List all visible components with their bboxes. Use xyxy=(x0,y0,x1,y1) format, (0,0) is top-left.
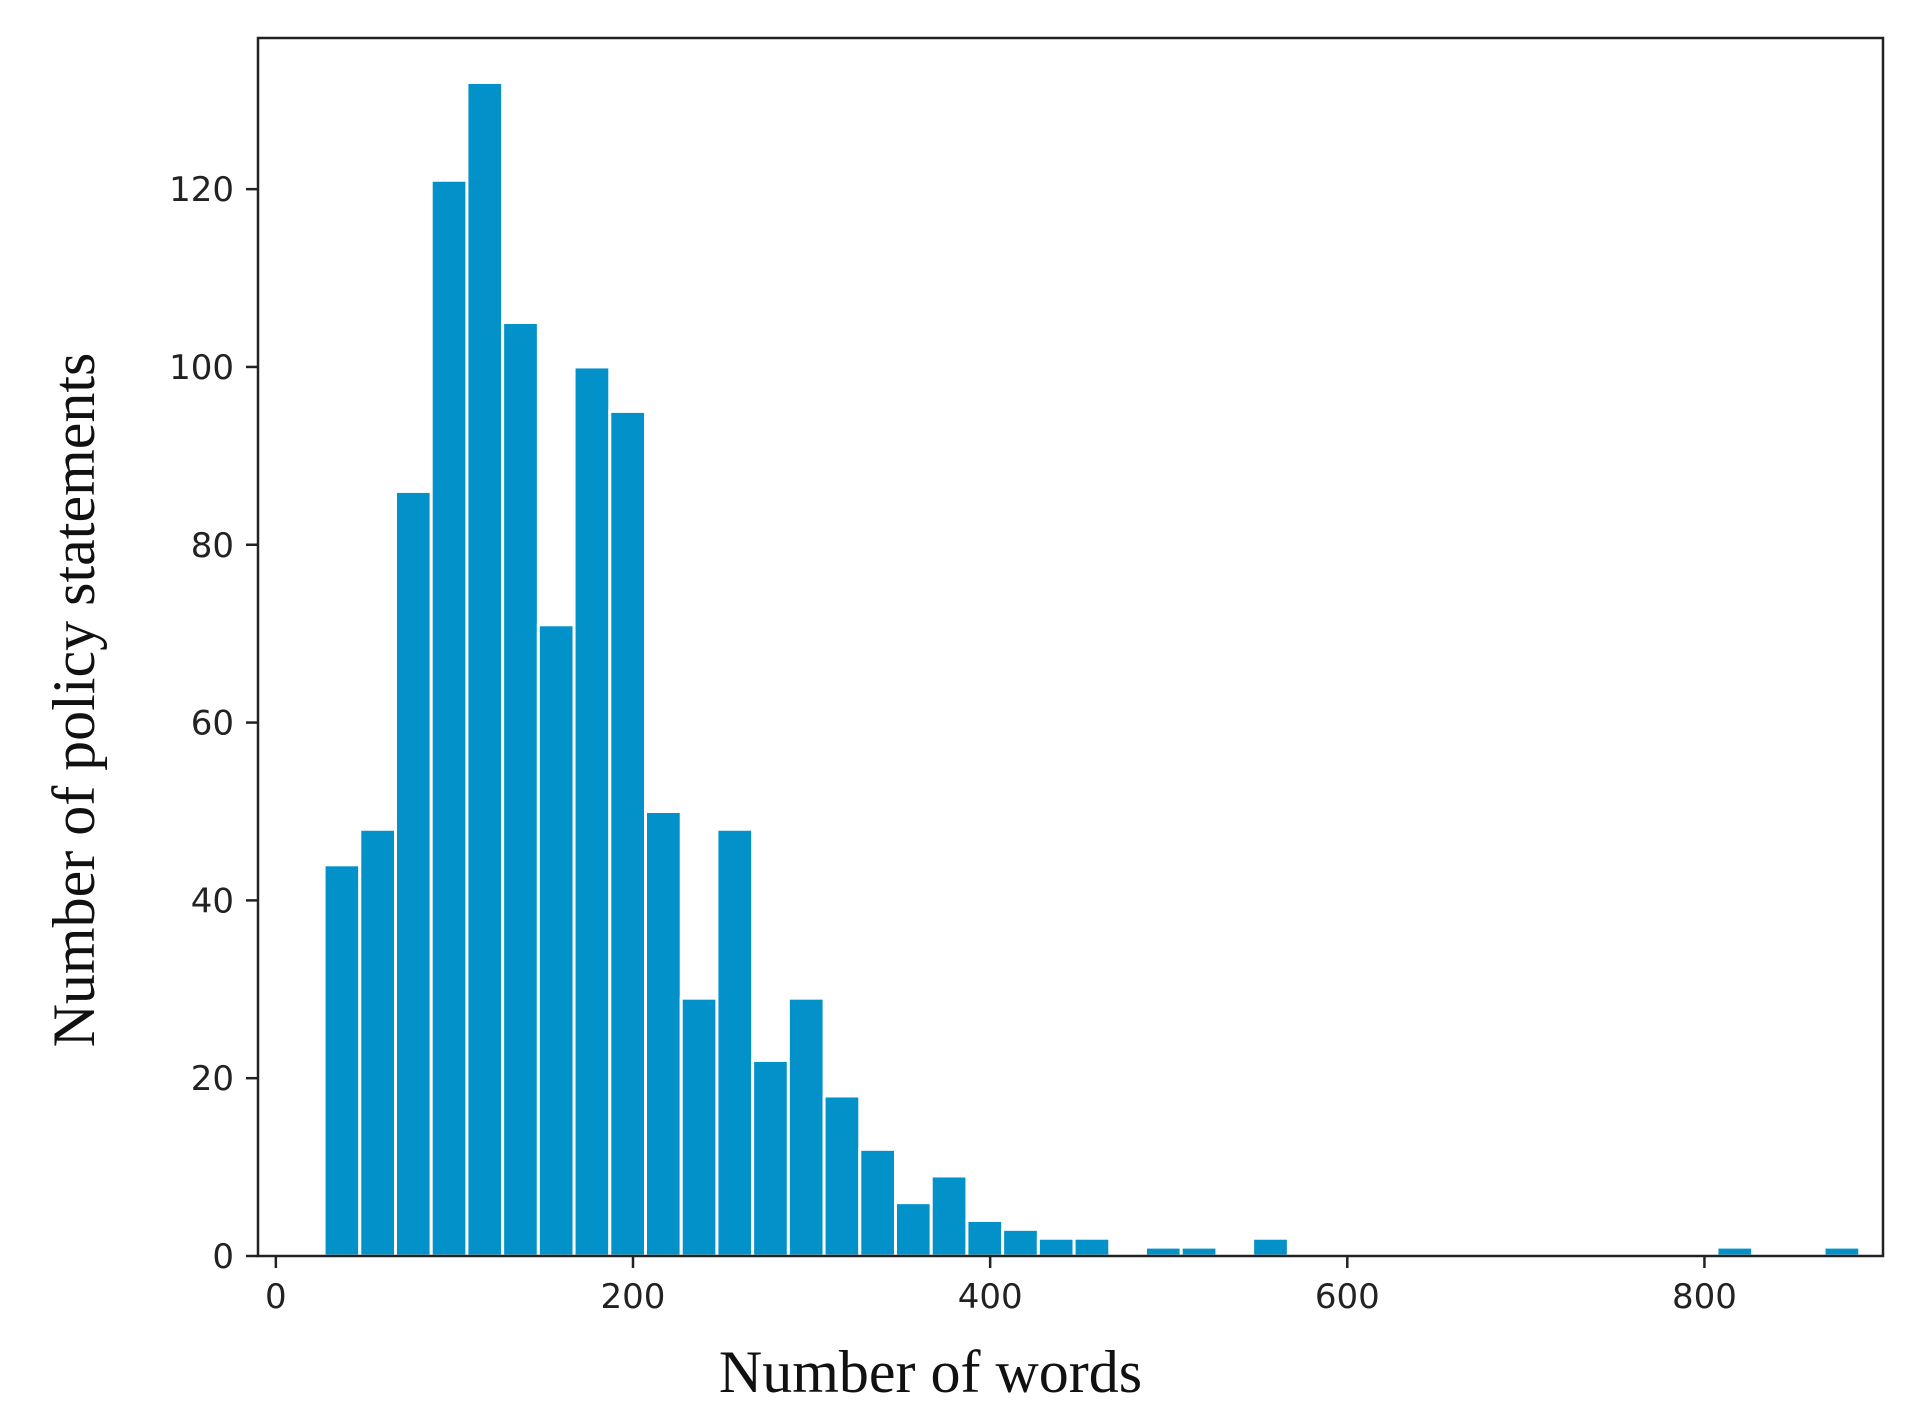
histogram-bar-67 xyxy=(394,489,433,1258)
histogram-bar-347 xyxy=(894,1201,933,1258)
histogram-bar-267 xyxy=(751,1058,790,1258)
x-tick-label: 800 xyxy=(1672,1277,1737,1317)
histogram-bar-447 xyxy=(1072,1236,1112,1258)
histogram-bar-407 xyxy=(1001,1227,1040,1258)
y-tick-label: 60 xyxy=(191,704,234,744)
histogram-bar-107 xyxy=(465,80,505,1258)
histogram-bar-427 xyxy=(1036,1236,1076,1258)
y-axis: 0 20 40 60 80 100 120 xyxy=(169,170,258,1277)
histogram-bar-547 xyxy=(1251,1236,1290,1258)
y-tick-label: 0 xyxy=(212,1237,234,1277)
histogram-bar-487 xyxy=(1144,1245,1183,1258)
x-axis: 0 200 400 600 800 xyxy=(265,1256,1737,1317)
histogram-bar-807 xyxy=(1715,1245,1755,1258)
y-tick-label: 80 xyxy=(191,526,234,566)
histogram-bar-247 xyxy=(715,827,755,1258)
y-tick-label: 100 xyxy=(169,348,234,388)
y-tick-label: 120 xyxy=(169,170,234,210)
histogram-bar-367 xyxy=(929,1174,969,1258)
histogram-bar-87 xyxy=(429,178,469,1258)
x-tick-label: 600 xyxy=(1315,1277,1380,1317)
histogram-bar-187 xyxy=(608,409,647,1258)
histogram-bar-147 xyxy=(536,623,576,1258)
histogram-bar-507 xyxy=(1179,1245,1219,1258)
histogram-bar-387 xyxy=(965,1218,1005,1258)
y-axis-title: Number of policy statements xyxy=(41,353,107,1048)
y-tick-label: 20 xyxy=(191,1059,234,1099)
histogram-bar-167 xyxy=(572,365,612,1258)
x-tick-label: 400 xyxy=(958,1277,1023,1317)
plot-frame xyxy=(256,36,1885,1258)
histogram-bar-287 xyxy=(786,996,826,1258)
x-tick-label: 200 xyxy=(601,1277,666,1317)
histogram-bar-207 xyxy=(644,809,683,1258)
x-tick-label: 0 xyxy=(265,1277,287,1317)
histogram-bar-327 xyxy=(858,1147,897,1258)
histogram-bar-127 xyxy=(501,320,540,1258)
histogram-bar-27 xyxy=(322,863,362,1258)
histogram-bar-307 xyxy=(822,1094,862,1258)
histogram-bar-47 xyxy=(358,827,397,1258)
bars-group xyxy=(322,80,1862,1258)
histogram-bar-227 xyxy=(679,996,719,1258)
y-tick-label: 40 xyxy=(191,881,234,921)
histogram-bar-867 xyxy=(1822,1245,1862,1258)
x-axis-title: Number of words xyxy=(719,1339,1142,1405)
